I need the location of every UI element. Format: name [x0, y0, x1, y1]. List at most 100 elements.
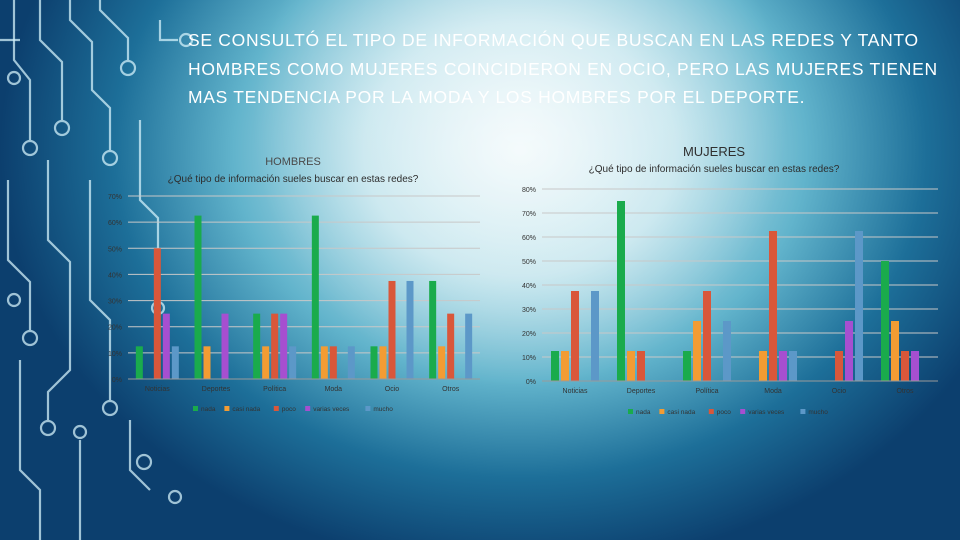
bar-poco-otros	[447, 313, 455, 379]
legend-swatch	[273, 406, 279, 411]
x-tick-label: Deportes	[627, 388, 656, 395]
x-tick-label: Política	[263, 386, 286, 393]
bar-casi-nada-noticias	[561, 351, 569, 381]
legend-label: mucho	[808, 409, 828, 416]
y-tick-label: 50%	[522, 259, 536, 266]
x-tick-label: Otros	[442, 386, 460, 393]
headline-text: SE CONSULTÓ EL TIPO DE INFORMACIÓN QUE B…	[188, 30, 938, 107]
plot-area: 0% 10% 20% 30% 40% 50% 60% 70% 80% Noticias Deport…	[522, 187, 938, 395]
bar-mucho-política	[289, 346, 297, 379]
legend-swatch	[365, 406, 371, 411]
y-tick-label: 60%	[108, 220, 122, 227]
x-tick-label: Noticias	[563, 388, 588, 395]
bar-poco-moda	[769, 231, 777, 381]
bar-poco-noticias	[153, 248, 161, 379]
y-tick-label: 0%	[112, 377, 122, 384]
y-tick-label: 30%	[522, 307, 536, 314]
bar-mucho-ocio	[406, 280, 414, 379]
chart-legend: nada casi nada poco varias veces mucho	[628, 409, 828, 416]
legend-label: nada	[201, 406, 216, 413]
bar-varias-veces-noticias	[162, 313, 170, 379]
legend-label: varias veces	[313, 406, 350, 413]
bar-varias-veces-política	[280, 313, 288, 379]
bar-poco-moda	[329, 346, 337, 379]
y-tick-label: 20%	[108, 325, 122, 332]
x-tick-label: Ocio	[385, 386, 400, 393]
bar-casi-nada-deportes	[203, 346, 211, 379]
bar-nada-deportes	[617, 201, 625, 381]
bar-mucho-noticias	[591, 291, 599, 381]
bar-varias-veces-ocio	[845, 321, 853, 381]
bar-nada-noticias	[135, 346, 143, 379]
bar-casi-nada-deportes	[627, 351, 635, 381]
chart-title: ¿Qué tipo de información sueles buscar e…	[589, 164, 840, 175]
chart-group-title: MUJERES	[683, 144, 745, 159]
bar-nada-noticias	[551, 351, 559, 381]
chart-mujeres: MUJERES ¿Qué tipo de información sueles …	[522, 144, 938, 416]
y-tick-label: 40%	[108, 272, 122, 279]
bar-varias-veces-moda	[779, 351, 787, 381]
y-tick-label: 30%	[108, 299, 122, 306]
bar-mucho-ocio	[855, 231, 863, 381]
bar-poco-deportes	[637, 351, 645, 381]
legend-label: varias veces	[748, 409, 785, 416]
bar-casi-nada-ocio	[379, 346, 387, 379]
bar-nada-política	[683, 351, 691, 381]
bar-casi-nada-otros	[438, 346, 446, 379]
bar-mucho-otros	[465, 313, 473, 379]
legend-label: poco	[717, 409, 731, 416]
bar-casi-nada-moda	[759, 351, 767, 381]
bar-mucho-moda	[347, 346, 355, 379]
y-tick-label: 80%	[522, 187, 536, 194]
legend-swatch	[628, 409, 633, 414]
legend-swatch	[659, 409, 665, 414]
legend-label: poco	[282, 406, 296, 413]
bar-poco-política	[271, 313, 279, 379]
bar-nada-moda	[311, 215, 319, 379]
chart-group-title: HOMBRES	[265, 156, 321, 168]
y-tick-label: 10%	[522, 355, 536, 362]
bar-casi-nada-política	[693, 321, 701, 381]
legend-label: casi nada	[232, 406, 260, 413]
legend-swatch	[740, 409, 746, 414]
y-tick-label: 70%	[522, 211, 536, 218]
bar-mucho-noticias	[171, 346, 179, 379]
x-tick-label: Política	[696, 388, 719, 395]
x-tick-label: Ocio	[832, 388, 847, 395]
x-tick-label: Noticias	[145, 386, 170, 393]
bar-casi-nada-moda	[320, 346, 328, 379]
legend-swatch	[708, 409, 714, 414]
legend-label: casi nada	[667, 409, 695, 416]
legend-swatch	[800, 409, 806, 414]
bar-poco-ocio	[388, 280, 396, 379]
chart-legend: nada casi nada poco varias veces mucho	[193, 406, 393, 413]
x-tick-label: Deportes	[202, 386, 231, 393]
legend-swatch	[224, 406, 230, 411]
legend-label: nada	[636, 409, 651, 416]
bar-casi-nada-política	[262, 346, 270, 379]
bar-varias-veces-deportes	[221, 313, 229, 379]
bar-poco-política	[703, 291, 711, 381]
bar-nada-otros	[429, 280, 437, 379]
y-tick-label: 70%	[108, 194, 122, 201]
bar-mucho-política	[723, 321, 731, 381]
legend-swatch	[193, 406, 198, 411]
y-tick-label: 0%	[526, 379, 536, 386]
legend-swatch	[305, 406, 311, 411]
bar-varias-veces-otros	[911, 351, 919, 381]
bar-nada-ocio	[370, 346, 378, 379]
chart-hombres: HOMBRES ¿Qué tipo de información sueles …	[108, 156, 480, 413]
plot-area: 0% 10% 20% 30% 40% 50% 60% 70% Noticias Deportes P…	[108, 194, 480, 393]
bar-mucho-moda	[789, 351, 797, 381]
chart-title: ¿Qué tipo de información sueles buscar e…	[168, 174, 419, 185]
bar-nada-otros	[881, 261, 889, 381]
bar-poco-noticias	[571, 291, 579, 381]
y-tick-label: 20%	[522, 331, 536, 338]
x-tick-label: Otros	[896, 388, 914, 395]
bar-casi-nada-otros	[891, 321, 899, 381]
bar-poco-otros	[901, 351, 909, 381]
bar-poco-ocio	[835, 351, 843, 381]
y-tick-label: 10%	[108, 351, 122, 358]
x-tick-label: Moda	[764, 388, 782, 395]
